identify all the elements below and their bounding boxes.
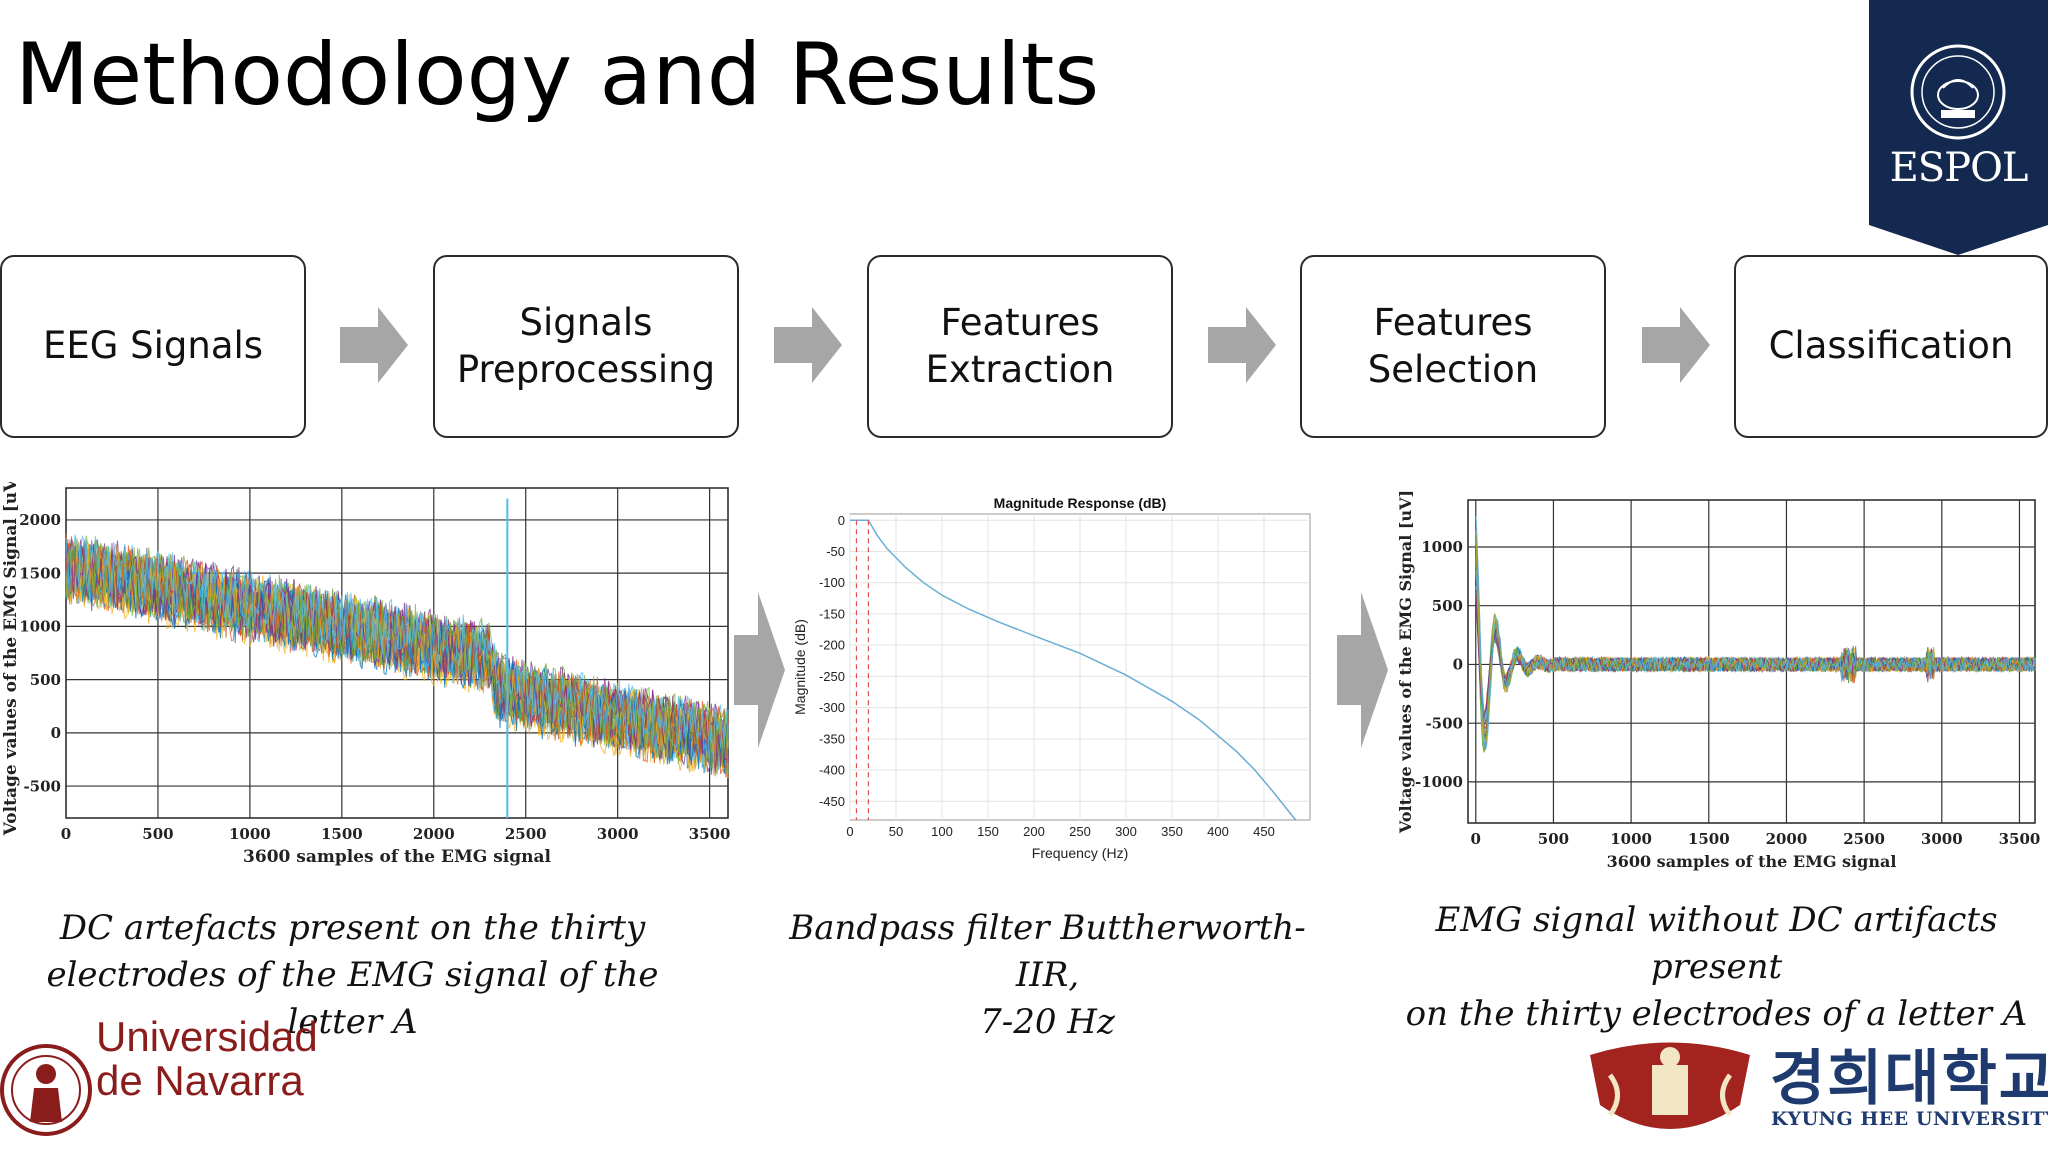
step-label: Features Extraction xyxy=(925,300,1115,391)
slide-title: Methodology and Results xyxy=(15,25,1100,125)
x-tick-label: 1000 xyxy=(229,825,271,843)
x-tick-label: 0 xyxy=(61,825,71,843)
y-tick-label: 1000 xyxy=(19,618,61,636)
step-label: Features Selection xyxy=(1367,300,1539,391)
emg-series-line xyxy=(1475,515,2036,750)
step-features-extraction: Features Extraction xyxy=(867,255,1173,438)
x-tick-label: 3500 xyxy=(689,825,731,843)
x-tick-label: 0 xyxy=(1471,830,1481,848)
y-tick-label: 0 xyxy=(51,724,61,742)
step-label: EEG Signals xyxy=(42,324,264,367)
y-tick-label: 1000 xyxy=(1421,538,1463,556)
caption-raw-emg: DC artefacts present on the thirty elect… xyxy=(46,908,659,1042)
series-group xyxy=(1475,515,2036,753)
step-classification: Classification xyxy=(1734,255,2048,438)
y-tick-label: -50 xyxy=(826,544,845,559)
pipeline-arrow-icon xyxy=(340,307,408,383)
x-tick-label: 3000 xyxy=(597,825,639,843)
chart-title: Magnitude Response (dB) xyxy=(994,495,1167,511)
x-tick-label: 50 xyxy=(889,824,903,839)
pipeline-arrow-icon xyxy=(1208,307,1276,383)
kyung-hee-english-wordmark: KYUNG HEE UNIVERSITY xyxy=(1771,1108,2048,1130)
pipeline-arrow-icon xyxy=(774,307,842,383)
x-tick-label: 200 xyxy=(1023,824,1045,839)
pipeline-arrow-icon xyxy=(1642,307,1710,383)
raw-emg-chart: 0 500 1000 1500 2000 2500 3000 3500 -500 0 500 1000… xyxy=(1,482,731,867)
emg-series-line xyxy=(65,534,729,759)
x-tick-label: 250 xyxy=(1069,824,1091,839)
y-tick-label: -1000 xyxy=(1415,773,1463,791)
x-tick-label: 2000 xyxy=(1766,830,1808,848)
x-tick-label: 1500 xyxy=(1688,830,1730,848)
y-tick-label: 2000 xyxy=(19,511,61,529)
magnitude-response-line xyxy=(850,519,1297,820)
x-tick-label: 3000 xyxy=(1921,830,1963,848)
y-tick-label: -100 xyxy=(819,575,845,590)
y-tick-label: -400 xyxy=(819,763,845,778)
y-tick-label: -500 xyxy=(23,777,61,795)
x-axis-label: 3600 samples of the EMG signal xyxy=(1607,852,1897,871)
x-tick-label: 1000 xyxy=(1610,830,1652,848)
espol-wordmark: ESPOL xyxy=(1889,145,2029,191)
y-axis-label: Magnitude (dB) xyxy=(792,619,808,715)
y-tick-label: -450 xyxy=(819,794,845,809)
universidad-navarra-wordmark: Universidad de Navarra xyxy=(96,1013,318,1105)
x-tick-label: 150 xyxy=(977,824,999,839)
y-tick-label: 0 xyxy=(838,513,845,528)
result-arrow-icon xyxy=(734,592,785,748)
step-eeg-signals: EEG Signals xyxy=(0,255,306,438)
y-tick-label: -350 xyxy=(819,731,845,746)
y-tick-label: 500 xyxy=(1432,597,1463,615)
y-tick-label: 500 xyxy=(30,671,61,689)
step-label: Signals Preprocessing xyxy=(456,300,716,391)
x-tick-label: 500 xyxy=(142,825,173,843)
x-tick-label: 450 xyxy=(1253,824,1275,839)
magnitude-response-chart: 0 50 100 150 200 250 300 350 400 450 0 -50 -100 -150 -… xyxy=(792,495,1311,861)
step-features-selection: Features Selection xyxy=(1300,255,1606,438)
result-arrow-icon xyxy=(1337,592,1388,748)
y-tick-label: -200 xyxy=(819,638,845,653)
x-tick-label: 2500 xyxy=(505,825,547,843)
x-tick-label: 1500 xyxy=(321,825,363,843)
x-axis-label: Frequency (Hz) xyxy=(1032,845,1128,861)
espol-logo: ESPOL xyxy=(1869,0,2048,255)
y-tick-label: 0 xyxy=(1453,656,1463,674)
y-axis-label: Voltage values of the EMG Signal [uV] xyxy=(1396,490,1415,834)
y-tick-label: -150 xyxy=(819,606,845,621)
y-tick-label: -250 xyxy=(819,669,845,684)
series-group xyxy=(65,498,729,818)
x-tick-label: 500 xyxy=(1538,830,1569,848)
caption-clean-emg: EMG signal without DC artifacts present … xyxy=(1405,900,2028,1034)
caption-filter: Bandpass filter Buttherworth-IIR, 7-20 H… xyxy=(789,908,1306,1042)
emg-series-line xyxy=(65,541,729,774)
emg-series-line xyxy=(65,538,729,763)
step-signals-preprocessing: Signals Preprocessing xyxy=(433,255,739,438)
clean-emg-chart: 0 500 1000 1500 2000 2500 3000 3500 -1000 -500 0 50… xyxy=(1396,490,2041,871)
x-tick-label: 2500 xyxy=(1843,830,1885,848)
x-axis-label: 3600 samples of the EMG signal xyxy=(243,847,551,867)
x-tick-label: 3500 xyxy=(1999,830,2041,848)
y-axis-label: Voltage values of the EMG Signal [uV] xyxy=(1,482,21,836)
kyung-hee-korean-wordmark: 경희대학교 xyxy=(1770,1044,2048,1114)
y-tick-label: 1500 xyxy=(19,564,61,582)
universidad-navarra-seal-icon xyxy=(0,1044,92,1136)
y-tick-label: -500 xyxy=(1425,714,1463,732)
x-tick-label: 2000 xyxy=(413,825,455,843)
x-tick-label: 350 xyxy=(1161,824,1183,839)
x-tick-label: 100 xyxy=(931,824,953,839)
y-tick-label: -300 xyxy=(819,700,845,715)
x-tick-label: 300 xyxy=(1115,824,1137,839)
kyung-hee-emblem-icon xyxy=(1590,1042,1750,1129)
step-label: Classification xyxy=(1768,324,2014,367)
x-tick-label: 400 xyxy=(1207,824,1229,839)
x-tick-label: 0 xyxy=(846,824,853,839)
